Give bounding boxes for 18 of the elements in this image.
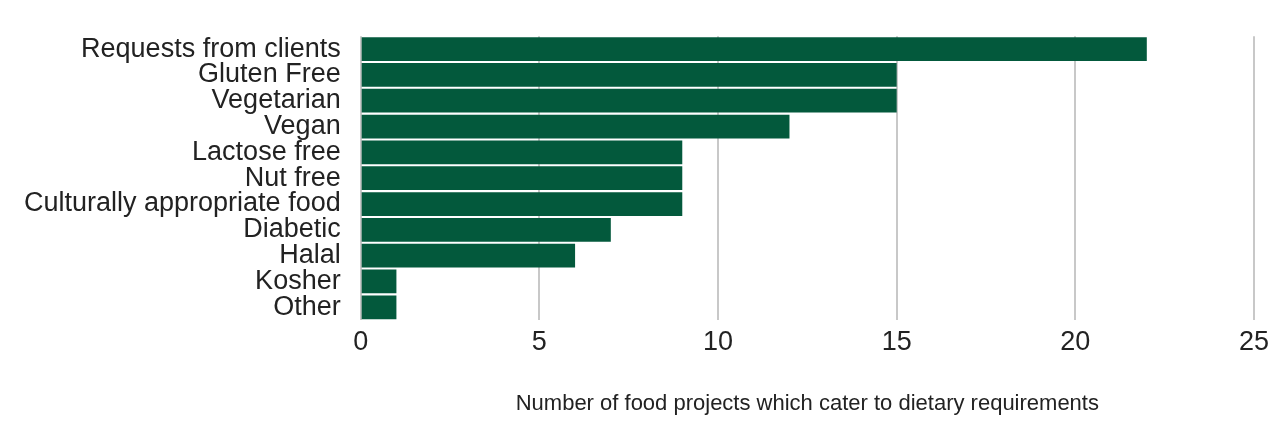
bar xyxy=(361,192,683,216)
bar xyxy=(361,295,397,320)
x-tick-label: 10 xyxy=(702,325,734,356)
bar xyxy=(361,140,683,165)
bar xyxy=(361,243,576,268)
x-tick-label: 25 xyxy=(1238,325,1270,356)
x-tick-label: 15 xyxy=(881,325,912,356)
bar xyxy=(361,166,683,191)
x-tick-label: 5 xyxy=(531,325,547,356)
bar xyxy=(361,37,1147,61)
x-axis-title: Number of food projects which cater to dietary requirements xyxy=(515,389,1099,415)
x-tick-label: 20 xyxy=(1060,325,1091,356)
x-tick-label: 0 xyxy=(353,325,369,356)
bar xyxy=(361,269,397,294)
bar xyxy=(361,114,790,139)
bar xyxy=(361,88,897,113)
bar xyxy=(361,63,897,87)
bar xyxy=(361,217,611,242)
